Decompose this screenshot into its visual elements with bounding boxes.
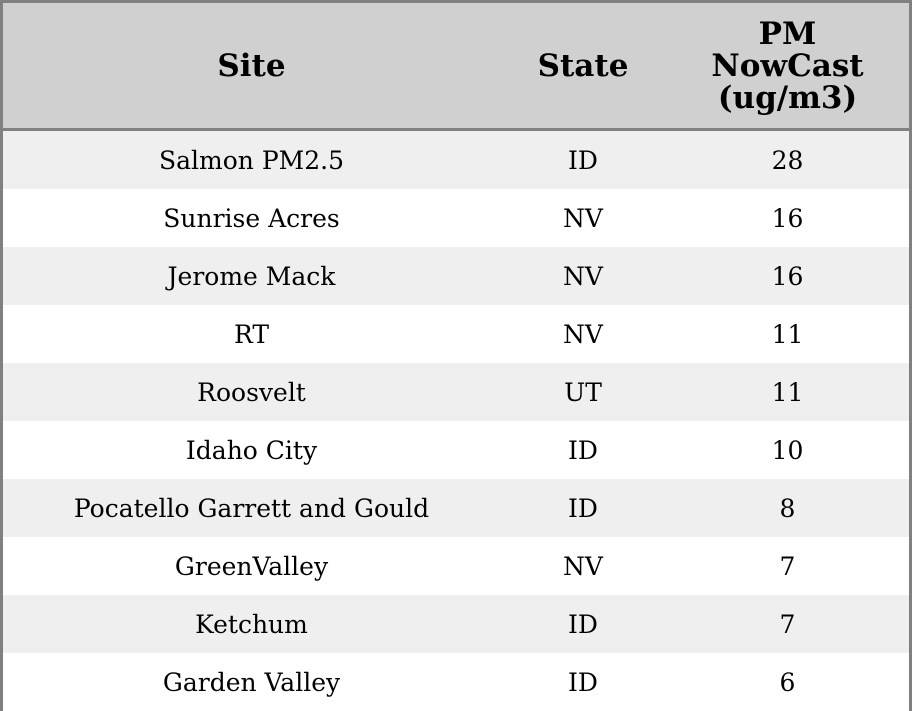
cell-pm: 7 [666,595,909,653]
cell-pm: 11 [666,305,909,363]
cell-pm: 8 [666,479,909,537]
cell-site: Idaho City [3,421,500,479]
table-row: Jerome Mack NV 16 [3,247,909,305]
cell-site: Jerome Mack [3,247,500,305]
cell-state: ID [500,479,666,537]
cell-site: Roosvelt [3,363,500,421]
cell-site: Salmon PM2.5 [3,129,500,189]
cell-site: Garden Valley [3,653,500,711]
table-row: Garden Valley ID 6 [3,653,909,711]
header-site: Site [3,3,500,131]
table-row: Salmon PM2.5 ID 28 [3,129,909,189]
pm-nowcast-table: Site State PM NowCast (ug/m3) Salmon PM2… [3,3,909,711]
cell-state: NV [500,537,666,595]
cell-pm: 16 [666,189,909,247]
table-row: Pocatello Garrett and Gould ID 8 [3,479,909,537]
cell-site: Sunrise Acres [3,189,500,247]
cell-pm: 7 [666,537,909,595]
header-pm: PM NowCast (ug/m3) [666,3,909,131]
cell-state: NV [500,189,666,247]
header-state: State [500,3,666,131]
cell-state: ID [500,653,666,711]
cell-site: GreenValley [3,537,500,595]
cell-site: RT [3,305,500,363]
cell-state: NV [500,247,666,305]
header-row: Site State PM NowCast (ug/m3) [3,3,909,131]
table-row: Ketchum ID 7 [3,595,909,653]
cell-site: Pocatello Garrett and Gould [3,479,500,537]
cell-state: ID [500,595,666,653]
table-row: Idaho City ID 10 [3,421,909,479]
cell-site: Ketchum [3,595,500,653]
cell-state: ID [500,129,666,189]
cell-pm: 10 [666,421,909,479]
table-row: GreenValley NV 7 [3,537,909,595]
cell-pm: 11 [666,363,909,421]
cell-state: ID [500,421,666,479]
cell-pm: 16 [666,247,909,305]
header-pm-label: PM NowCast (ug/m3) [711,15,864,116]
cell-state: NV [500,305,666,363]
cell-pm: 6 [666,653,909,711]
table-row: Roosvelt UT 11 [3,363,909,421]
table-row: Sunrise Acres NV 16 [3,189,909,247]
cell-state: UT [500,363,666,421]
table-row: RT NV 11 [3,305,909,363]
cell-pm: 28 [666,129,909,189]
